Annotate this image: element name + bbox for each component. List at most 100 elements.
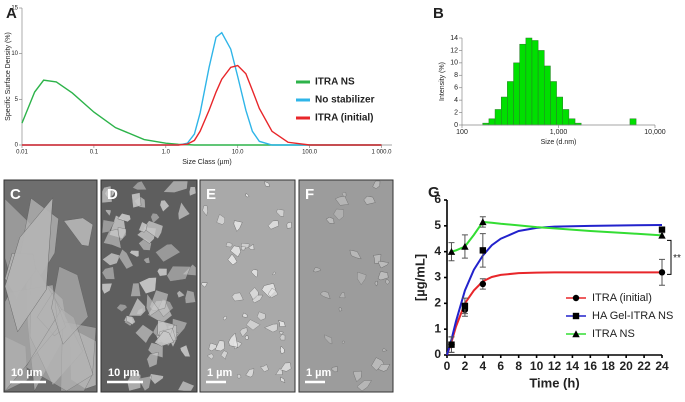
y-axis-title: Intensity (%): [439, 62, 446, 101]
particle: [279, 331, 284, 335]
x-tick-label: 8: [515, 359, 522, 373]
particle: [286, 221, 292, 229]
y-tick-label: 5: [15, 97, 19, 103]
particle: [184, 289, 196, 304]
bar: [568, 118, 576, 126]
particle: [155, 243, 181, 263]
x-tick-label: 22: [637, 359, 651, 373]
particle: [331, 366, 338, 373]
particle: [177, 380, 195, 392]
x-axis-title: Size (d.nm): [541, 139, 577, 146]
panel-label: G: [428, 184, 440, 201]
particle: [333, 208, 344, 221]
marker: [479, 218, 487, 226]
marker: [461, 302, 469, 310]
panel-label: A: [6, 5, 17, 22]
particle: [381, 347, 388, 352]
particle: [117, 227, 127, 243]
particle: [146, 351, 159, 368]
particle: [216, 213, 225, 225]
y-tick-label: 3: [434, 270, 441, 284]
particle: [179, 344, 191, 358]
particle: [138, 277, 157, 294]
x-tick-label: 10: [530, 359, 544, 373]
particle: [146, 293, 160, 317]
bar: [519, 43, 527, 126]
marker: [572, 330, 580, 338]
y-tick-label: 0: [454, 122, 458, 129]
particle: [245, 193, 250, 198]
particle: [385, 279, 390, 285]
particle: [377, 271, 389, 281]
particle: [101, 266, 116, 280]
particle: [267, 220, 279, 230]
x-tick-label: 0: [444, 359, 451, 373]
particle: [363, 195, 376, 205]
scale-bar-label: 1 µm: [207, 367, 233, 379]
particle: [222, 316, 227, 321]
particle: [166, 265, 191, 282]
particle: [245, 368, 255, 378]
x-tick-label: 16: [584, 359, 598, 373]
particle: [251, 294, 264, 304]
particle: [371, 357, 385, 371]
particle: [105, 209, 112, 217]
x-tick-label: 10,000: [644, 129, 666, 136]
particle: [135, 324, 154, 344]
legend-label: ITRA (initial): [592, 292, 652, 304]
particle: [356, 271, 367, 286]
panel-label: E: [206, 186, 216, 203]
particle: [131, 192, 142, 209]
particle: [341, 340, 345, 345]
particle: [267, 287, 279, 299]
x-tick-label: 24: [655, 359, 669, 373]
x-tick-label: 20: [619, 359, 633, 373]
bar: [550, 81, 557, 126]
particle: [154, 330, 175, 347]
particle: [324, 334, 333, 345]
particle: [264, 323, 278, 333]
particle: [349, 249, 362, 260]
y-tick-label: 1: [434, 321, 441, 335]
particle: [353, 370, 362, 383]
y-axis-title: Specific Surface Density (%): [5, 32, 12, 121]
sem-image: [298, 179, 394, 393]
particle: [143, 256, 151, 264]
particle: [228, 332, 239, 348]
particle: [162, 180, 189, 193]
x-tick-label: 100.0: [302, 150, 318, 156]
particle: [156, 268, 168, 277]
particle: [118, 248, 134, 270]
scale-bar-label: 10 µm: [108, 367, 140, 379]
particle: [272, 271, 277, 276]
legend-label: No stabilizer: [315, 95, 375, 106]
y-tick-label: 0: [15, 143, 19, 149]
marker: [447, 247, 456, 255]
particle: [51, 266, 89, 345]
particle: [202, 205, 208, 217]
y-tick-label: 0: [434, 347, 441, 361]
particle: [280, 345, 285, 355]
particle: [149, 373, 164, 385]
bar: [562, 109, 570, 126]
particle: [101, 282, 113, 295]
x-tick-label: 12: [548, 359, 562, 373]
particle: [233, 220, 243, 232]
particle: [377, 364, 391, 372]
bar: [544, 65, 551, 126]
particle: [374, 280, 378, 287]
particle: [231, 292, 244, 302]
bracket: [667, 239, 672, 275]
marker: [448, 341, 455, 348]
particle: [230, 245, 241, 258]
bar: [556, 96, 563, 126]
particle: [63, 217, 94, 247]
particle: [130, 282, 141, 297]
particle: [101, 219, 115, 235]
x-tick-label: 1.0: [162, 150, 171, 156]
y-axis-title: [µg/mL]: [412, 254, 427, 301]
y-tick-label: 10: [450, 60, 458, 67]
marker: [479, 280, 487, 288]
y-tick-label: 10: [11, 51, 18, 57]
